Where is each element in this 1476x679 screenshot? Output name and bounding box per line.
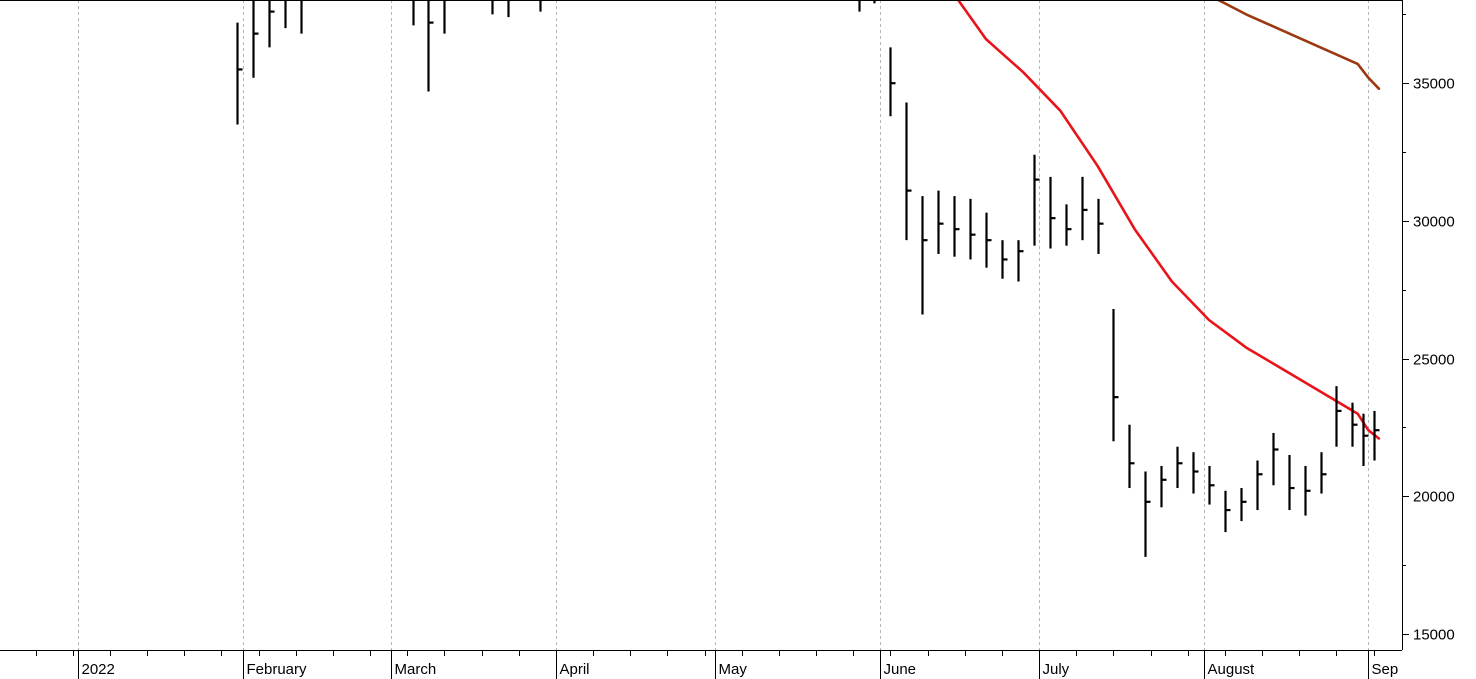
x-tick-label: March xyxy=(395,661,437,678)
y-tick-label: 20000 xyxy=(1413,489,1455,506)
price-bar xyxy=(1017,240,1024,282)
price-bar xyxy=(1335,386,1342,447)
x-tick-label: August xyxy=(1208,661,1256,678)
price-bar xyxy=(252,0,259,78)
price-bar xyxy=(1033,154,1040,246)
series-layer xyxy=(236,0,1381,557)
series-line-ma_long xyxy=(1215,0,1381,90)
price-bar xyxy=(1208,466,1215,505)
x-tick-label: May xyxy=(719,661,748,678)
x-tick-label: April xyxy=(560,661,590,678)
price-bar xyxy=(412,0,415,26)
price-bar xyxy=(969,198,976,260)
price-bar xyxy=(539,0,542,12)
price-bar xyxy=(1288,454,1295,511)
price-bar xyxy=(1081,176,1088,241)
grid-lines xyxy=(78,0,1369,650)
price-bar xyxy=(1001,240,1008,279)
price-bar xyxy=(1240,488,1247,522)
x-tick-label: June xyxy=(884,661,917,678)
price-bar xyxy=(1192,452,1199,494)
series-price xyxy=(236,0,1380,557)
price-bar xyxy=(443,0,446,34)
x-tick-label: Sep xyxy=(1372,661,1399,678)
price-bar xyxy=(1256,460,1263,511)
price-bar xyxy=(1320,452,1327,494)
price-bar xyxy=(268,0,275,48)
price-bar xyxy=(300,0,303,34)
series-line-ma_short xyxy=(956,0,1381,440)
price-bar xyxy=(1373,410,1380,461)
price-bar xyxy=(985,212,992,268)
price-bar xyxy=(427,0,434,92)
price-bar xyxy=(284,0,287,29)
price-bar xyxy=(1097,198,1104,254)
x-tick-label: February xyxy=(247,661,308,678)
price-bar xyxy=(905,102,912,241)
x-tick-label: 2022 xyxy=(82,661,115,678)
x-axis: 2022 February March April May June July August S… xyxy=(36,650,1399,679)
price-bar xyxy=(858,0,861,12)
price-bar xyxy=(1272,432,1279,486)
price-bar xyxy=(921,196,928,315)
y-tick-label: 30000 xyxy=(1413,214,1455,231)
price-bar xyxy=(1362,413,1369,467)
price-bar xyxy=(1304,466,1311,516)
price-bar xyxy=(236,22,243,125)
x-tick-label: July xyxy=(1043,661,1070,678)
price-bar xyxy=(1160,466,1167,508)
price-bar xyxy=(1065,204,1072,246)
price-bar xyxy=(1144,471,1151,557)
price-bar xyxy=(507,0,510,18)
price-bar xyxy=(953,196,960,257)
y-tick-label: 15000 xyxy=(1413,627,1455,644)
price-bar xyxy=(889,47,896,117)
y-tick-label: 35000 xyxy=(1413,76,1455,93)
price-bar xyxy=(1351,402,1358,447)
y-tick-label: 25000 xyxy=(1413,352,1455,369)
price-bar xyxy=(1176,446,1183,489)
price-bar xyxy=(1128,424,1135,489)
price-bar xyxy=(1112,309,1119,442)
y-axis: 1500020000250003000035000400004500050000… xyxy=(1402,14,1455,644)
price-bar xyxy=(1224,490,1231,533)
price-bar xyxy=(937,190,944,254)
price-bar xyxy=(1049,176,1056,249)
